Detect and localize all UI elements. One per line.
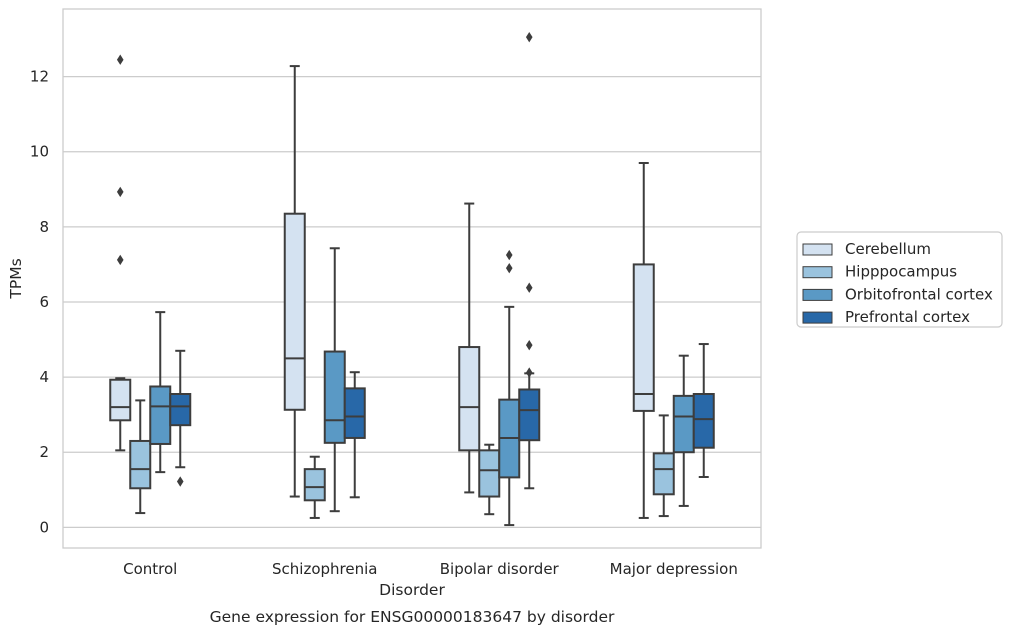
y-axis-label: TPMs [7,258,25,299]
legend-swatch [802,311,833,324]
box [478,449,501,498]
legend-label: Hipppocampus [845,263,957,281]
box [129,439,152,490]
y-tick-label: 8 [39,218,49,236]
legend-swatch [802,243,833,256]
outlier-point [505,249,513,261]
legend-swatch [802,266,833,279]
box [283,212,306,411]
x-tick-label: Control [123,560,177,578]
x-tick-label: Major depression [610,560,738,578]
box [323,350,346,444]
outlier-point [525,339,533,351]
x-tick-label: Bipolar disorder [440,560,560,578]
y-tick-label: 10 [30,143,49,161]
plot-layer [109,31,715,527]
legend-label: Prefrontal cortex [845,308,970,326]
y-tick-labels: 0 2 4 6 8 10 12 [30,68,49,537]
box [169,393,192,427]
y-tick-label: 6 [39,293,49,311]
box [109,378,132,422]
series-orbitofrontal-cortex [149,247,695,527]
chart-caption: Gene expression for ENSG00000183647 by d… [210,608,615,626]
box [692,393,715,449]
legend-label: Cerebellum [845,240,931,258]
outlier-point [176,476,184,487]
box [652,452,675,496]
box [458,346,481,452]
outlier-point [525,282,533,293]
series-hipppocampus [129,399,675,519]
box [149,385,172,445]
legend-frame [796,231,1003,328]
x-tick-label: Schizophrenia [272,560,377,578]
box [672,394,695,454]
box [518,388,541,442]
outlier-point [525,31,533,43]
box [632,263,655,412]
y-tick-label: 4 [39,368,49,386]
outlier-point [505,262,513,274]
outlier-point [116,54,124,65]
plot-frame [62,8,762,549]
legend: Cerebellum Hipppocampus Orbitofrontal cort… [796,231,1003,328]
outlier-point [116,254,124,266]
legend-swatch [802,288,833,301]
x-tick-labels: Control Schizophrenia Bipolar disorder Majo… [123,560,738,578]
y-tick-label: 2 [39,443,49,461]
y-tick-label: 0 [39,518,49,536]
legend-label: Orbitofrontal cortex [845,285,993,303]
series-cerebellum [109,54,655,519]
box [303,468,326,502]
series-prefrontal-cortex [169,31,715,499]
x-axis-label: Disorder [379,581,445,599]
outlier-point [525,367,533,378]
box [343,387,366,439]
outlier-point [116,186,124,198]
y-tick-label: 12 [30,68,49,86]
